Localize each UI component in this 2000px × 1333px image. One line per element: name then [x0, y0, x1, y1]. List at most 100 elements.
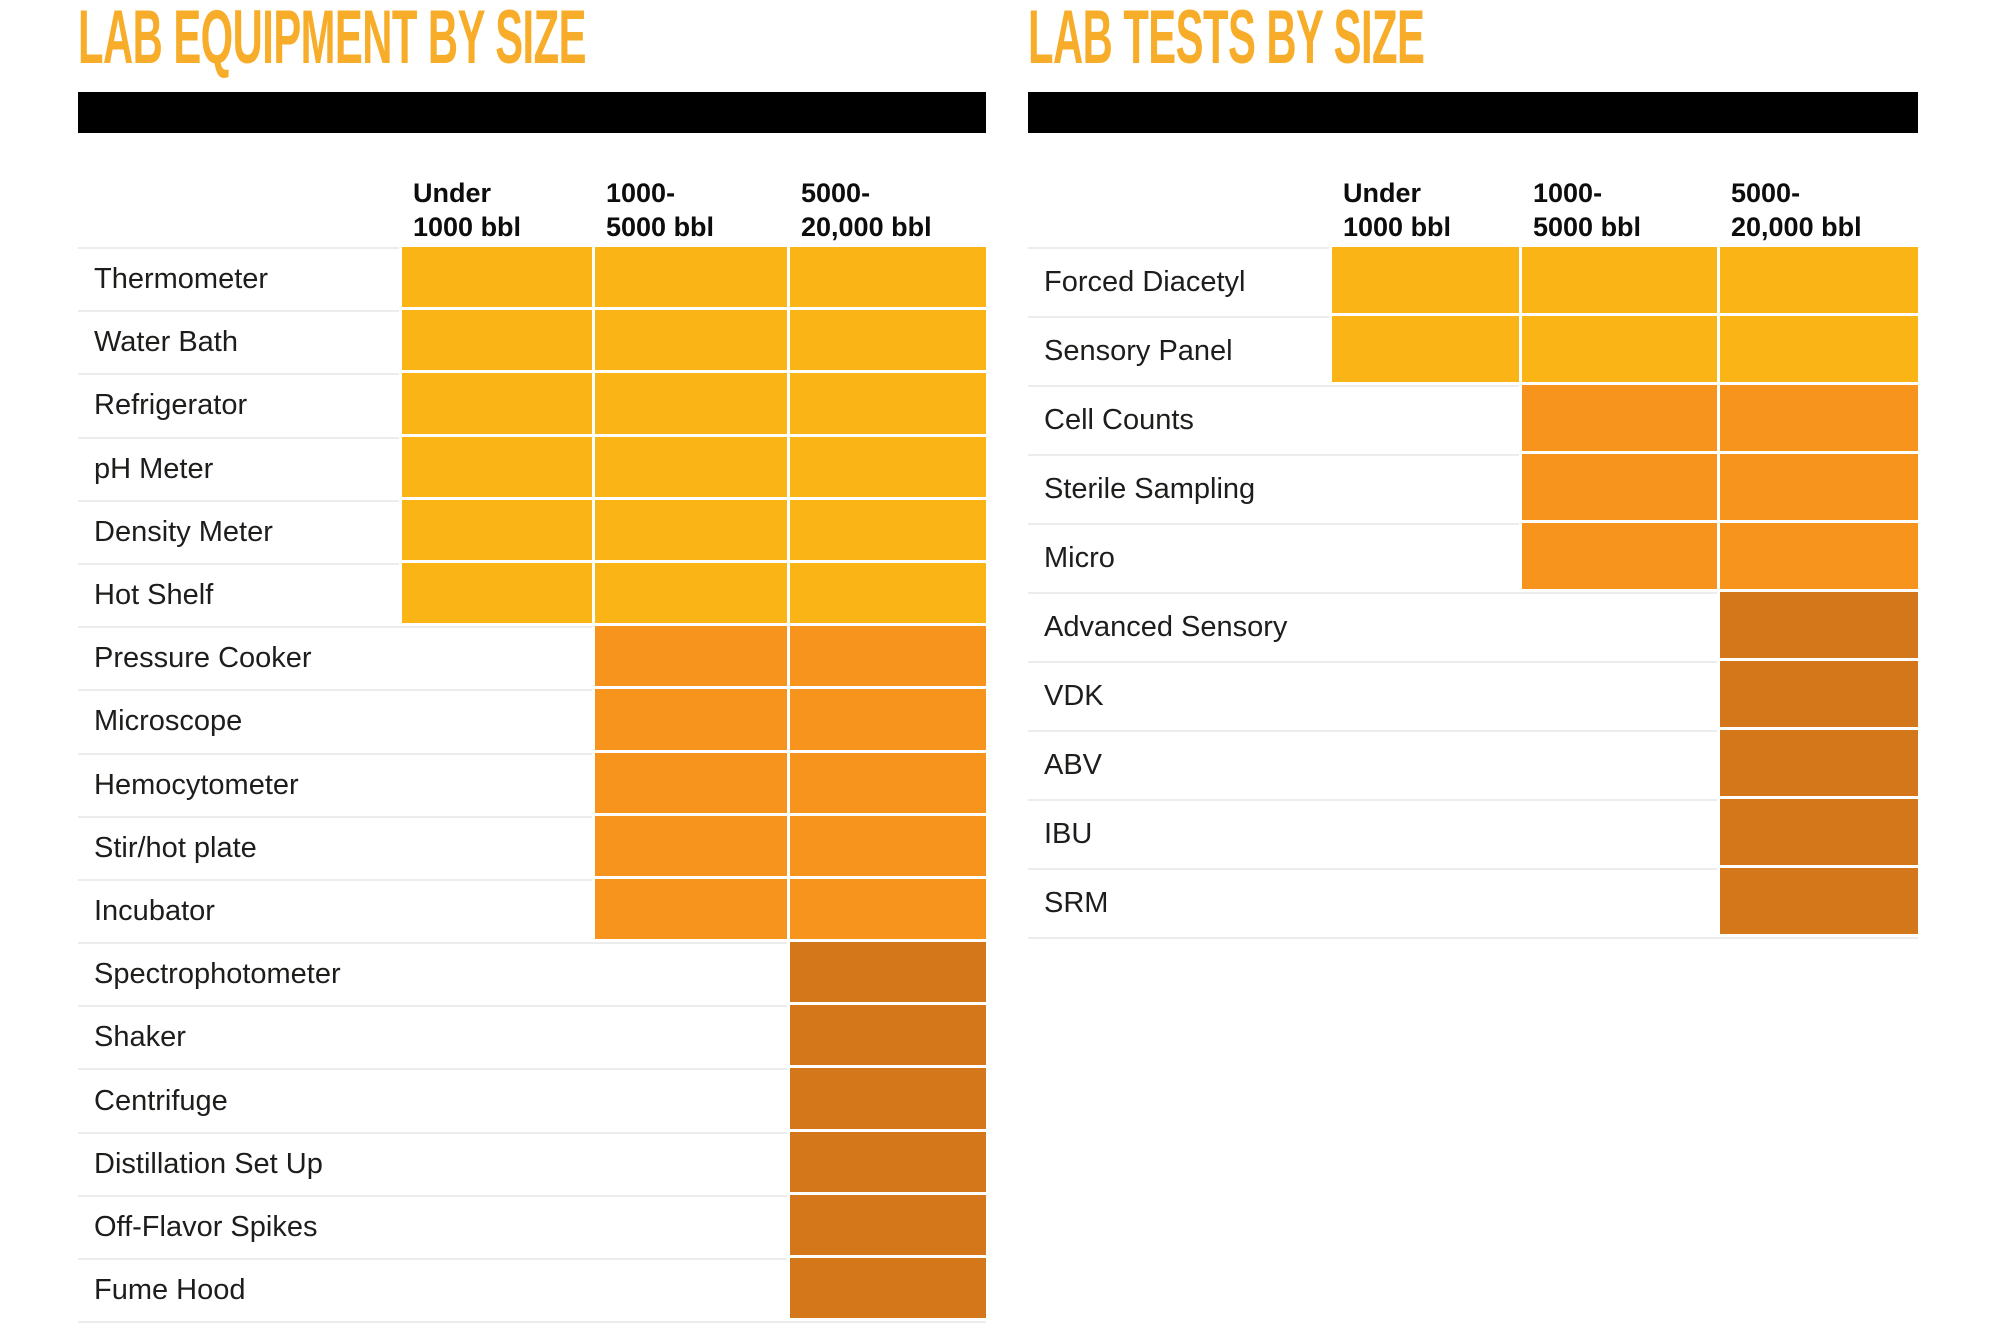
matrix-cell [592, 373, 787, 437]
matrix-cell [1717, 661, 1918, 730]
matrix-cell [1717, 730, 1918, 799]
matrix-cell [592, 626, 787, 690]
matrix-cell [592, 310, 787, 374]
matrix-cell [592, 1131, 787, 1195]
column-header-line2: 1000 bbl [413, 212, 522, 242]
matrix-cell [1329, 592, 1519, 661]
table-row: Cell Counts [1028, 385, 1918, 454]
column-header-line2: 1000 bbl [1343, 212, 1452, 242]
row-label: Cell Counts [1028, 385, 1329, 454]
table-row: Pressure Cooker [78, 626, 986, 690]
matrix-cell [399, 1068, 592, 1131]
matrix-cell [399, 562, 592, 627]
column-header: Under 1000 bbl [399, 176, 592, 244]
column-header-line2: 5000 bbl [606, 212, 715, 242]
matrix-cell [592, 1194, 787, 1258]
matrix-cell [592, 942, 787, 1005]
matrix-cell [787, 310, 986, 374]
matrix-cell [399, 752, 592, 816]
row-label: Incubator [78, 878, 399, 942]
matrix-cell [399, 878, 592, 942]
row-label: SRM [1028, 868, 1329, 937]
matrix-cell [1519, 592, 1717, 661]
table-row: Forced Diacetyl [1028, 247, 1918, 316]
matrix-cell [1329, 385, 1519, 454]
column-header-line1: 5000- [1731, 178, 1801, 208]
matrix-cell [787, 1194, 986, 1258]
matrix-cell [399, 1005, 592, 1068]
table-row: Refrigerator [78, 373, 986, 437]
table-row: Centrifuge [78, 1068, 986, 1132]
matrix-cell [787, 942, 986, 1006]
divider-bar [78, 92, 986, 133]
matrix-cell [592, 878, 787, 943]
page-title: LAB TESTS BY SIZE [1028, 0, 1425, 80]
matrix-cell [1717, 385, 1918, 454]
table-row: Thermometer [78, 247, 986, 311]
table-rows: Thermometer Water Bath Refrigerator pH Mete… [78, 247, 986, 1324]
column-header: 1000- 5000 bbl [1519, 176, 1717, 244]
table-row: IBU [1028, 799, 1918, 868]
matrix-cell [1329, 799, 1519, 868]
row-label: Water Bath [78, 310, 399, 373]
matrix-cell [1717, 454, 1918, 523]
matrix-cell [1717, 799, 1918, 868]
table-row: Sterile Sampling [1028, 454, 1918, 523]
table-row: Sensory Panel [1028, 316, 1918, 385]
matrix-cell [592, 689, 787, 753]
row-label: pH Meter [78, 436, 399, 500]
matrix-cell [399, 436, 592, 500]
table-row: pH Meter [78, 436, 986, 500]
row-label: Distillation Set Up [78, 1131, 399, 1195]
matrix-cell [1717, 592, 1918, 661]
table-row: Distillation Set Up [78, 1131, 986, 1195]
table-row: Density Meter [78, 499, 986, 563]
matrix-cell [592, 247, 787, 311]
matrix-cell [592, 1258, 787, 1321]
matrix-cell [1717, 868, 1918, 937]
page-title: LAB EQUIPMENT BY SIZE [78, 0, 586, 80]
column-header: 5000- 20,000 bbl [1717, 176, 1918, 244]
matrix-cell [1519, 316, 1717, 385]
matrix-cell [1519, 799, 1717, 868]
table-row: Spectrophotometer [78, 942, 986, 1006]
matrix-cell [592, 499, 787, 563]
matrix-cell [592, 752, 787, 816]
row-label: Advanced Sensory [1028, 592, 1329, 661]
matrix-cell [1519, 454, 1717, 523]
table-row: Hot Shelf [78, 562, 986, 627]
matrix-cell [787, 373, 986, 437]
row-label: Sterile Sampling [1028, 454, 1329, 523]
row-label: Density Meter [78, 499, 399, 563]
row-label: Shaker [78, 1005, 399, 1068]
table-row: ABV [1028, 730, 1918, 799]
matrix-cell [399, 689, 592, 752]
matrix-cell [399, 373, 592, 437]
column-header-row: Under 1000 bbl 1000- 5000 bbl 5000- 20,000 bb… [1028, 176, 1918, 244]
row-label: Forced Diacetyl [1028, 247, 1329, 316]
matrix-cell [399, 499, 592, 563]
table-row: Off-Flavor Spikes [78, 1194, 986, 1258]
column-header-line2: 5000 bbl [1533, 212, 1642, 242]
matrix-cell [1329, 247, 1519, 316]
header-spacer [1028, 176, 1329, 244]
matrix-cell [399, 626, 592, 689]
row-label: Sensory Panel [1028, 316, 1329, 385]
matrix-cell [787, 689, 986, 753]
divider-bar [1028, 92, 1918, 133]
column-header-row: Under 1000 bbl 1000- 5000 bbl 5000- 20,000 bb… [78, 176, 986, 244]
row-label: Pressure Cooker [78, 626, 399, 689]
matrix-cell [592, 1005, 787, 1068]
row-label: Refrigerator [78, 373, 399, 436]
matrix-cell [399, 942, 592, 1005]
matrix-cell [1329, 454, 1519, 523]
matrix-cell [399, 310, 592, 374]
row-label: Stir/hot plate [78, 815, 399, 879]
column-header: 1000- 5000 bbl [592, 176, 787, 244]
matrix-cell [1519, 523, 1717, 592]
column-header-line1: 5000- [801, 178, 871, 208]
matrix-cell [1329, 868, 1519, 937]
column-header-line1: Under [1343, 178, 1422, 208]
column-header: 5000- 20,000 bbl [787, 176, 986, 244]
